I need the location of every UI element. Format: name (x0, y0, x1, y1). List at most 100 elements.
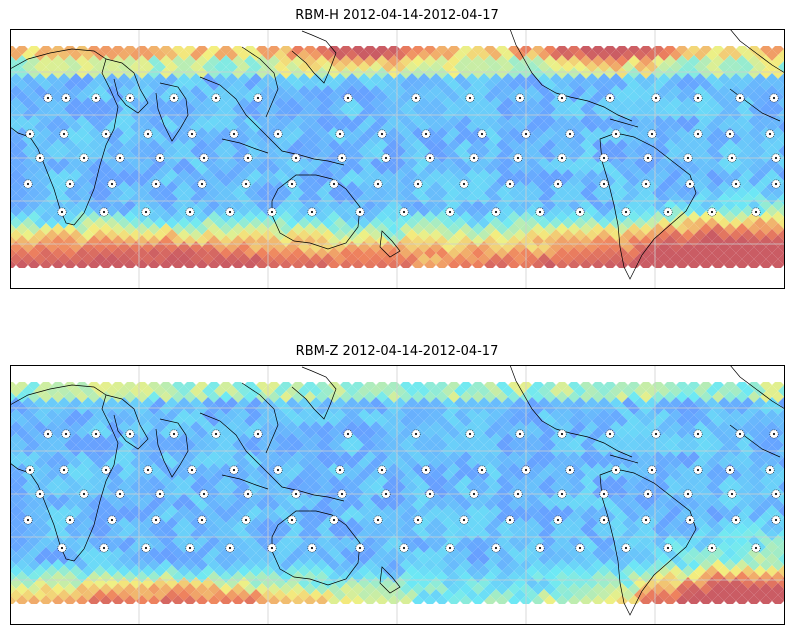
field-cell (10, 439, 16, 451)
field-cell (592, 259, 604, 268)
field-cell (16, 595, 28, 604)
field-cell (448, 595, 460, 604)
field-cell (496, 595, 508, 604)
field-cell (100, 46, 112, 55)
field-cell (10, 547, 16, 559)
field-cell (664, 382, 676, 391)
white-spiky-dot-icon (377, 129, 387, 139)
white-spiky-dot-icon (707, 207, 717, 217)
white-spiky-dot-icon (99, 207, 109, 217)
field-cell (778, 85, 785, 97)
field-cell (400, 259, 412, 268)
field-cell (184, 595, 196, 604)
white-spiky-dot-icon (647, 129, 657, 139)
field-cell (64, 46, 76, 55)
white-spiky-dot-icon (575, 207, 585, 217)
field-cell (508, 259, 520, 268)
field-cell (10, 55, 16, 67)
white-spiky-dot-icon (445, 207, 455, 217)
field-cell (10, 223, 16, 235)
field-cell (292, 595, 304, 604)
field-cell (778, 517, 785, 529)
field-cell (232, 259, 244, 268)
field-cell (412, 46, 424, 55)
field-cell (28, 595, 40, 604)
field-cell (412, 595, 424, 604)
field-cell (220, 595, 232, 604)
white-spiky-dot-icon (253, 93, 263, 103)
white-spiky-dot-icon (373, 179, 383, 189)
map-frame (10, 29, 785, 289)
field-cell (688, 259, 700, 268)
field-cell (424, 595, 436, 604)
white-spiky-dot-icon (337, 153, 347, 163)
field-cell (76, 46, 88, 55)
field-cell (88, 382, 100, 391)
field-cell (616, 46, 628, 55)
field-cell (484, 382, 496, 391)
field-cell (778, 469, 785, 481)
field-cell (304, 382, 316, 391)
field-cell (10, 247, 16, 259)
field-cell (436, 259, 448, 268)
field-cell (10, 187, 16, 199)
field-cell (448, 382, 460, 391)
field-cell (352, 382, 364, 391)
coastline-path (291, 30, 337, 84)
field-cell (700, 46, 712, 55)
field-cell (340, 382, 352, 391)
field-cell (778, 121, 785, 133)
field-cell (316, 595, 328, 604)
field-cell (304, 595, 316, 604)
field-cell (124, 382, 136, 391)
field-cell (256, 259, 268, 268)
field-cell (220, 259, 232, 268)
white-spiky-dot-icon (505, 179, 515, 189)
white-spiky-dot-icon (727, 153, 737, 163)
field-cell (100, 259, 112, 268)
field-cell (10, 415, 16, 427)
field-cell (88, 259, 100, 268)
field-cell (148, 595, 160, 604)
field-cell (52, 595, 64, 604)
field-cell (760, 259, 772, 268)
field-cell (40, 46, 52, 55)
coastline-path (599, 132, 697, 280)
field-cell (736, 259, 748, 268)
field-cell (352, 259, 364, 268)
field-cell (424, 382, 436, 391)
field-cell (364, 46, 376, 55)
white-spiky-dot-icon (469, 153, 479, 163)
field-cell (112, 46, 124, 55)
field-cell (10, 487, 16, 499)
white-spiky-dot-icon (169, 93, 179, 103)
white-spiky-dot-icon (91, 93, 101, 103)
white-spiky-dot-icon (243, 153, 253, 163)
field-cell (778, 397, 785, 409)
white-spiky-dot-icon (101, 129, 111, 139)
field-cell (748, 46, 760, 55)
field-cell (376, 382, 388, 391)
white-spiky-dot-icon (605, 93, 615, 103)
field-cell (640, 259, 652, 268)
field-cell (172, 382, 184, 391)
white-spiky-dot-icon (421, 129, 431, 139)
white-spiky-dot-icon (115, 153, 125, 163)
field-cell (124, 46, 136, 55)
white-spiky-dot-icon (381, 153, 391, 163)
field-cell (460, 259, 472, 268)
field-cell (580, 259, 592, 268)
field-cell (52, 259, 64, 268)
field-cell (340, 46, 352, 55)
field-cell (778, 157, 785, 169)
coastline-path (105, 58, 149, 114)
field-cell (778, 433, 785, 445)
field-cell (328, 259, 340, 268)
field-cell (52, 382, 64, 391)
field-cell (778, 205, 785, 217)
panel-title: RBM-H 2012-04-14-2012-04-17 (295, 8, 499, 23)
field-cell (724, 259, 736, 268)
field-cell (232, 595, 244, 604)
field-cell (640, 46, 652, 55)
white-spiky-dot-icon (477, 129, 487, 139)
